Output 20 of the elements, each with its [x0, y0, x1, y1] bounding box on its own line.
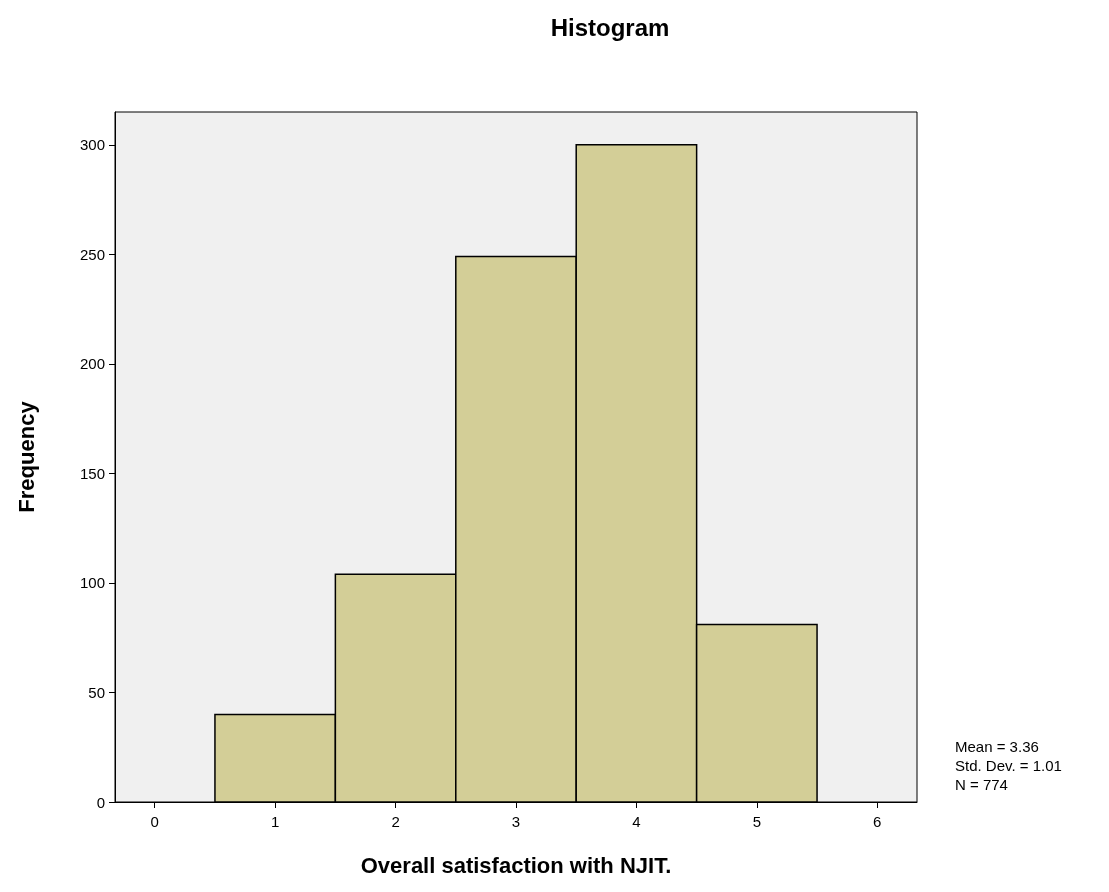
- x-axis-title: Overall satisfaction with NJIT.: [360, 852, 672, 878]
- text: N = 774: [955, 776, 1008, 793]
- x-tick-label: 5: [752, 813, 762, 830]
- y-tick-label: 150: [79, 464, 105, 482]
- x-tick-label: 6: [873, 813, 882, 830]
- x-tick-label: 3: [511, 813, 521, 830]
- chart-title: Histogram: [550, 13, 670, 41]
- x-tick-label: 1: [270, 813, 280, 830]
- y-tick-label: 0: [96, 793, 105, 811]
- y-tick-label: 250: [79, 245, 105, 263]
- x-tick-label: 4: [632, 813, 641, 830]
- y-tick-label: 200: [79, 355, 105, 373]
- y-tick-label: 50: [88, 683, 105, 701]
- x-tick-label: 0: [150, 813, 159, 830]
- y-tick-label: 100: [79, 574, 105, 592]
- y-tick-label: 300: [79, 136, 105, 154]
- x-tick-label: 2: [391, 813, 400, 830]
- y-axis-title: Frequency: [13, 400, 39, 513]
- text: Mean = 3.36: [955, 738, 1039, 755]
- text: Std. Dev. = 1.01: [955, 757, 1062, 774]
